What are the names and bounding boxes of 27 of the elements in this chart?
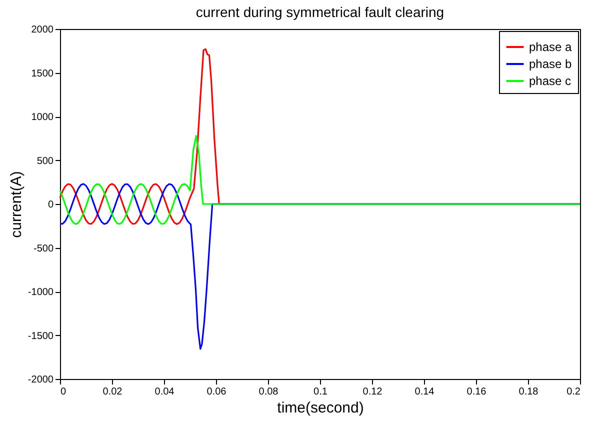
x-tick-label: 0.06	[206, 386, 227, 398]
x-axis-title: time(second)	[277, 400, 364, 416]
y-tick-label: -2000	[28, 374, 54, 386]
legend-label: phase c	[529, 74, 572, 88]
legend-label: phase b	[529, 57, 572, 71]
y-tick-label: -500	[33, 243, 54, 254]
legend-label: phase a	[529, 40, 572, 54]
y-axis-title: current(A)	[8, 171, 25, 238]
y-tick-label: -1000	[28, 287, 54, 298]
x-tick-label: 0.12	[362, 386, 383, 398]
chart-title: current during symmetrical fault clearing	[196, 4, 444, 20]
x-tick-label: 0.08	[258, 386, 279, 398]
x-tick-label: 0.04	[154, 386, 175, 398]
x-tick-label: 0.18	[518, 386, 539, 398]
y-tick-label: 500	[36, 156, 54, 167]
y-tick-label: 0	[48, 200, 54, 210]
x-tick-label: 0	[60, 386, 66, 398]
x-tick-label: 0.16	[466, 386, 487, 398]
y-tick-label: -1500	[28, 330, 54, 342]
line-series	[59, 135, 581, 225]
y-tick-label: 1500	[31, 68, 54, 80]
x-tick-label: 0.14	[414, 386, 435, 398]
x-tick-label: 0.1	[314, 386, 328, 398]
x-tick-label: 0.02	[102, 386, 123, 398]
y-tick-label: 1000	[31, 112, 54, 123]
x-tick-label: 0.2	[566, 386, 581, 398]
y-tick-label: 2000	[31, 24, 54, 36]
